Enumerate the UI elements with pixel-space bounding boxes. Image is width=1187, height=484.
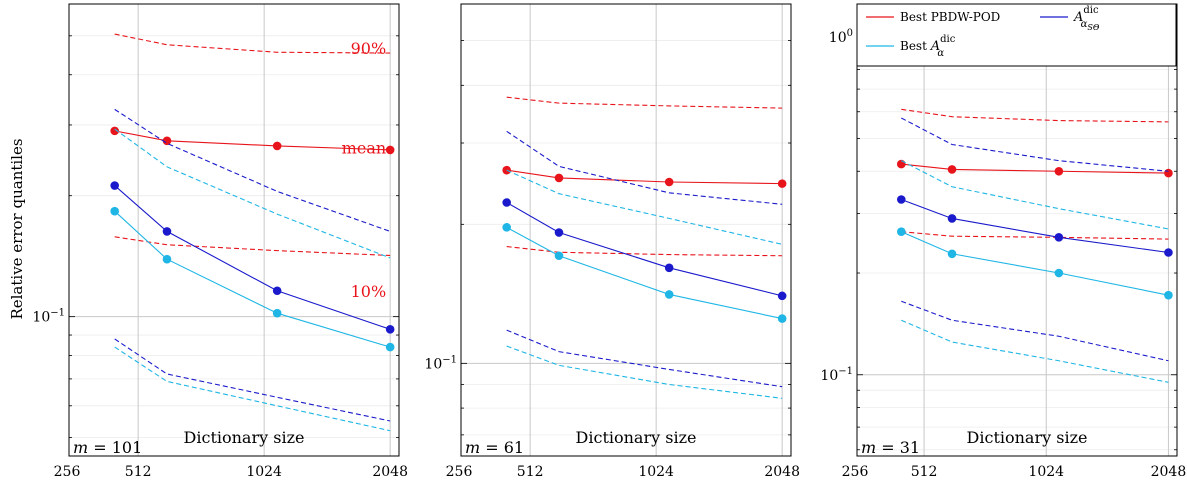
x-tick-label: 512	[125, 464, 152, 480]
x-axis-label: Dictionary size	[967, 428, 1088, 447]
series-pbdw-mean	[506, 169, 783, 185]
data-point-alpha	[1054, 268, 1064, 278]
series-sgo-mean	[114, 185, 391, 330]
data-point-alpha	[502, 223, 511, 232]
y-tick-label: 100	[829, 28, 853, 46]
data-point-pbdw	[664, 177, 674, 187]
data-point-sgo	[502, 198, 511, 207]
x-tick-label: 1024	[638, 464, 674, 480]
data-point-alpha	[272, 308, 282, 318]
data-point-pbdw	[1054, 166, 1064, 176]
data-point-pbdw	[162, 136, 172, 146]
data-point-alpha	[554, 251, 564, 261]
data-point-alpha	[1164, 290, 1173, 300]
annotation-label: 90%	[351, 39, 387, 58]
data-point-sgo	[110, 181, 119, 190]
data-point-alpha	[947, 249, 957, 259]
data-point-sgo	[162, 227, 172, 236]
data-point-alpha	[385, 342, 395, 352]
data-point-pbdw	[385, 145, 395, 155]
data-point-sgo	[664, 263, 674, 273]
chart-panel-1: 256 512 1024 2048 10−1 Dictionary size m = 101…	[32, 3, 408, 480]
data-point-alpha	[777, 314, 787, 323]
data-point-sgo	[947, 214, 957, 223]
series-pbdw-10pct	[506, 246, 783, 257]
series-sgo-10pct	[901, 300, 1169, 362]
data-point-sgo	[1164, 248, 1173, 257]
panel-label: m = 61	[465, 438, 524, 457]
series-sgo-90pct	[506, 130, 783, 205]
series-pbdw-10pct	[114, 236, 391, 257]
data-point-sgo	[554, 228, 564, 237]
x-tick-label: 1024	[1028, 464, 1064, 480]
y-axis-label: Relative error quantiles	[8, 138, 26, 319]
series-alpha-mean	[114, 210, 391, 348]
legend-label-sgo: Adic αSΘ	[1073, 5, 1100, 32]
data-point-pbdw	[777, 179, 787, 188]
data-point-alpha	[162, 254, 172, 264]
series-sgo-90pct	[901, 117, 1169, 172]
data-point-alpha	[897, 227, 906, 237]
x-tick-label: 2048	[764, 464, 800, 480]
x-axis-label: Dictionary size	[184, 428, 305, 447]
x-tick-label: 256	[842, 464, 869, 480]
data-point-sgo	[1054, 233, 1064, 242]
series-alpha-10pct	[901, 319, 1169, 383]
series-pbdw-mean	[901, 163, 1169, 174]
data-point-alpha	[664, 290, 674, 299]
x-tick-label: 512	[517, 464, 544, 480]
data-point-alpha	[110, 206, 119, 216]
x-tick-label: 512	[911, 464, 938, 480]
series-sgo-mean	[901, 198, 1169, 254]
series-alpha-10pct	[506, 345, 783, 399]
data-point-sgo	[897, 195, 906, 204]
plot-frame	[68, 3, 400, 457]
y-tick-label: 10−1	[424, 354, 457, 372]
x-tick-label: 2048	[372, 464, 408, 480]
series-alpha-90pct	[901, 160, 1169, 230]
series-pbdw-90pct	[506, 96, 783, 109]
series-alpha-mean	[901, 231, 1169, 296]
panel-label: m = 31	[861, 438, 920, 457]
panel-label: m = 101	[73, 438, 142, 457]
x-tick-label: 1024	[246, 464, 282, 480]
legend-box	[856, 3, 1177, 67]
data-point-pbdw	[110, 126, 119, 136]
series-sgo-mean	[506, 202, 783, 297]
series-alpha-mean	[506, 226, 783, 320]
series-sgo-10pct	[506, 329, 783, 388]
y-tick-label: 10−1	[820, 366, 853, 384]
x-tick-label: 256	[446, 464, 473, 480]
series-pbdw-10pct	[901, 231, 1169, 240]
chart-panel-3: 256 512 1024 2048 10−1 100 Dictionary size m = …	[820, 3, 1187, 480]
legend-label-alpha: Best Adic α	[900, 34, 956, 59]
series-pbdw-mean	[114, 130, 391, 151]
legend: Best PBDW-POD Adic αSΘ Best Adic α	[856, 3, 1177, 67]
series-sgo-90pct	[114, 108, 391, 232]
y-tick-label: 10−1	[32, 308, 65, 326]
series-pbdw-90pct	[901, 108, 1169, 123]
series-pbdw-90pct	[114, 33, 391, 54]
data-point-pbdw	[554, 173, 564, 183]
annotation-label: mean	[342, 138, 386, 157]
chart-panel-2: 256 512 1024 2048 10−1 Dictionary size m = 61	[424, 3, 800, 480]
legend-label-pbdw: Best PBDW-POD	[900, 10, 1000, 24]
x-tick-label: 256	[54, 464, 81, 480]
series-alpha-90pct	[114, 128, 391, 259]
plot-frame	[460, 3, 792, 457]
data-point-pbdw	[272, 141, 282, 151]
series-sgo-10pct	[114, 338, 391, 422]
data-point-sgo	[272, 286, 282, 296]
data-point-sgo	[777, 291, 787, 301]
annotation-label: 10%	[351, 282, 387, 301]
data-point-sgo	[385, 325, 395, 334]
series-alpha-10pct	[114, 346, 391, 432]
x-tick-label: 2048	[1151, 464, 1187, 480]
x-axis-label: Dictionary size	[576, 428, 697, 447]
data-point-pbdw	[502, 165, 511, 175]
data-point-pbdw	[947, 165, 957, 174]
data-point-pbdw	[1164, 168, 1173, 178]
series-alpha-90pct	[506, 169, 783, 245]
